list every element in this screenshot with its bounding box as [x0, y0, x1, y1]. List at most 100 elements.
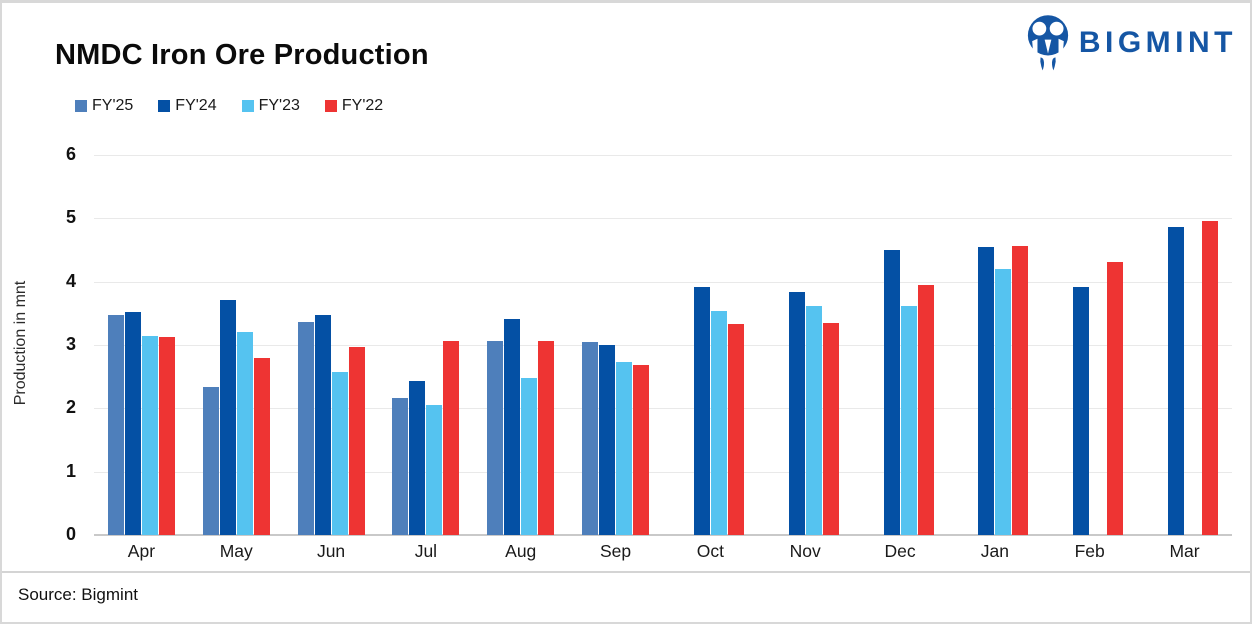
bar-group [107, 155, 175, 535]
month-column-feb [1042, 155, 1137, 535]
bar-FY24-apr [124, 312, 141, 535]
plot-area [94, 155, 1232, 536]
bar-FY22-nov [822, 322, 839, 535]
bar-group [392, 155, 460, 535]
x-tick-label-feb: Feb [1074, 541, 1105, 561]
y-tick-label: 2 [65, 397, 76, 418]
bar-FY24-jul [409, 381, 426, 535]
y-tick-label: 3 [65, 333, 76, 354]
bar-FY24-feb [1073, 286, 1090, 535]
bar-FY25-sep [582, 341, 599, 535]
legend-label: FY'23 [258, 97, 300, 114]
bar-group [772, 155, 839, 535]
bar-FY25-jul [392, 398, 409, 535]
bar-FY24-sep [599, 345, 616, 535]
bar-group [867, 155, 934, 535]
month-column-jun [284, 155, 379, 535]
month-column-apr [94, 155, 189, 535]
gridline [94, 155, 1232, 156]
y-tick-label: 0 [65, 523, 76, 544]
y-tick-label: 5 [65, 207, 76, 228]
bar-FY23-jan [995, 269, 1012, 535]
legend-item-FY22[interactable]: FY'22 [324, 97, 384, 115]
x-tick-label-jan: Jan [980, 541, 1009, 561]
bar-FY23-oct [710, 310, 727, 535]
gridline [94, 218, 1232, 220]
month-column-nov [758, 155, 853, 535]
bar-FY24-aug [504, 319, 521, 535]
month-column-sep [568, 155, 663, 535]
bar-FY22-oct [727, 324, 744, 535]
month-column-jan [947, 155, 1042, 535]
bar-FY24-mar [1168, 227, 1185, 535]
x-tick-label-aug: Aug [505, 541, 537, 561]
y-tick-label: 4 [65, 270, 76, 291]
bar-FY23-aug [521, 377, 538, 535]
bar-FY23-nov [805, 306, 822, 535]
bigmint-logo-icon [1027, 15, 1068, 71]
gridline [94, 408, 1232, 410]
bar-group [487, 155, 555, 535]
chart-legend: FY'25 FY'24 FY'23 FY'22 [75, 97, 383, 115]
legend-swatch-icon [324, 100, 337, 112]
bar-FY22-dec [917, 284, 934, 535]
gridline [94, 281, 1232, 283]
month-column-jul [378, 155, 473, 535]
y-axis-title: Production in mnt [12, 280, 29, 406]
bar-group [1151, 155, 1219, 535]
bar-FY22-apr [158, 337, 175, 535]
bar-FY22-aug [538, 340, 555, 535]
bar-columns [94, 155, 1232, 535]
legend-swatch-icon [75, 100, 87, 112]
bar-FY22-jun [348, 346, 365, 535]
bar-FY22-jul [443, 340, 460, 535]
bar-FY23-jul [426, 405, 443, 535]
bar-FY24-may [219, 300, 236, 535]
brand-logo: BIGMINT [1025, 14, 1237, 72]
month-column-may [189, 155, 284, 535]
bar-FY24-oct [693, 286, 710, 535]
x-tick-label-mar: Mar [1169, 541, 1200, 561]
legend-item-FY23[interactable]: FY'23 [241, 97, 300, 115]
bar-FY22-sep [633, 365, 650, 535]
bar-group [1056, 155, 1124, 535]
x-tick-label-apr: Apr [127, 541, 156, 561]
month-column-mar [1137, 155, 1232, 535]
x-tick-label-jul: Jul [414, 541, 438, 561]
bar-FY24-dec [883, 250, 900, 535]
bar-FY22-mar [1202, 220, 1219, 535]
x-tick-label-may: May [219, 541, 253, 561]
x-tick-label-dec: Dec [884, 541, 916, 561]
bar-group [297, 155, 365, 535]
legend-label: FY'22 [341, 97, 384, 114]
y-tick-label: 1 [65, 460, 76, 481]
bar-FY22-may [253, 358, 270, 535]
bar-group [582, 155, 650, 535]
bar-FY25-apr [107, 314, 124, 535]
bar-FY23-jun [331, 372, 348, 535]
legend-item-FY25[interactable]: FY'25 [75, 97, 133, 115]
month-column-aug [473, 155, 568, 535]
bar-FY23-apr [141, 335, 158, 535]
bar-FY25-jun [297, 322, 314, 535]
bar-FY25-may [202, 387, 219, 535]
bar-FY23-sep [616, 362, 633, 535]
bar-FY23-may [236, 331, 253, 535]
legend-label: FY'25 [92, 97, 134, 114]
y-axis-ticks: 0 1 2 3 4 5 6 [42, 144, 76, 544]
x-axis-labels: Apr May Jun Jul Aug Sep Oct Nov Dec Jan Feb Mar [94, 541, 1232, 562]
x-tick-label-sep: Sep [599, 541, 632, 561]
bar-FY23-dec [900, 305, 917, 535]
x-tick-label-jun: Jun [316, 541, 346, 561]
legend-item-FY24[interactable]: FY'24 [158, 97, 217, 115]
x-axis-line [94, 534, 1232, 536]
month-column-oct [663, 155, 758, 535]
bar-FY24-nov [788, 291, 805, 535]
bar-group [961, 155, 1029, 535]
bar-FY25-aug [487, 340, 504, 535]
bar-FY22-jan [1012, 245, 1029, 535]
page-title: NMDC Iron Ore Production [55, 39, 429, 71]
month-column-dec [853, 155, 948, 535]
y-tick-label: 6 [65, 143, 76, 164]
